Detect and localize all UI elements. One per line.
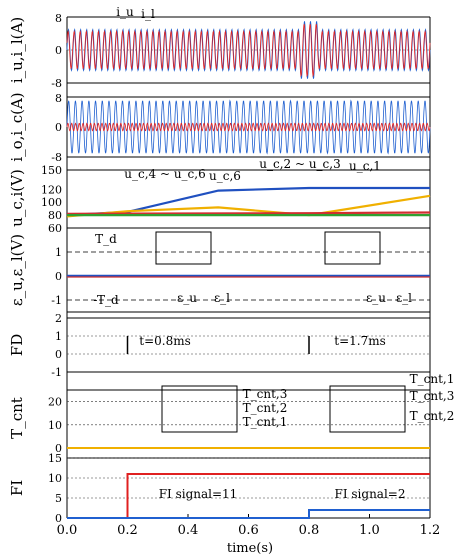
eps-u-annotation: ε_u (366, 291, 386, 305)
y-tick-label: 20 (48, 396, 62, 409)
eps-l-annotation: ε_l (396, 291, 412, 305)
y-axis-label: i_o,i_c(A) (8, 92, 26, 161)
tcnt-annotation: T_cnt,3 (243, 387, 288, 401)
voltage-annotation: u_c,1 (349, 159, 381, 173)
x-tick-label: 0.0 (57, 523, 78, 538)
y-tick-label: -8 (51, 151, 62, 164)
data-traces (66, 21, 431, 519)
y-tick-label: -1 (51, 294, 62, 307)
tcnt-annotation: T_cnt,2 (243, 401, 288, 415)
y-axis-label: FD (8, 334, 26, 356)
series-line (66, 211, 431, 215)
fi-annotation: FI signal=2 (335, 487, 406, 501)
x-tick-label: 0.4 (178, 523, 199, 538)
fd-time-annotation: t=1.7ms (334, 334, 386, 348)
y-tick-label: 15 (48, 452, 62, 465)
x-tick-label: 0.6 (238, 523, 259, 538)
x-axis-label: time(s) (227, 541, 273, 556)
series-line (66, 122, 431, 132)
series-line (67, 509, 430, 519)
inset-box (329, 385, 406, 433)
y-tick-label: -1 (51, 366, 62, 379)
voltage-annotation: u_c,6 (209, 169, 241, 183)
tcnt-annotation: T_cnt,2 (410, 409, 455, 423)
inset-box (161, 385, 238, 433)
y-tick-label: 1 (55, 246, 62, 259)
y-tick-label: 0 (55, 348, 62, 361)
y-tick-label: 2 (55, 312, 62, 325)
eps-u-annotation: ε_u (177, 291, 197, 305)
y-tick-label: 120 (41, 183, 62, 196)
y-tick-label: 60 (48, 222, 62, 235)
y-axis-label: FI (8, 480, 26, 496)
tcnt-annotation: T_cnt,1 (410, 372, 455, 386)
y-tick-label: 100 (41, 196, 62, 209)
y-axis-label: ε_u,ε_l(V) (8, 234, 26, 306)
y-tick-label: 0 (55, 44, 62, 57)
y-axis-label: u_c,i(V) (8, 169, 26, 227)
y-tick-label: 10 (48, 419, 62, 432)
y-axis-label: i_u,i_l(A) (8, 17, 26, 83)
td-annotation: T_d (95, 232, 117, 246)
neg-td-annotation: -T_d (93, 293, 119, 307)
panel-frames (66, 16, 431, 519)
y-tick-label: 0 (55, 121, 62, 134)
y-tick-label: 0 (55, 442, 62, 455)
y-tick-label: 0 (55, 512, 62, 525)
iu-annotation: i_u (116, 5, 134, 19)
y-tick-label: 1 (55, 330, 62, 343)
fi-annotation: FI signal=11 (159, 487, 238, 501)
series-line (66, 23, 431, 78)
fd-time-annotation: t=0.8ms (139, 334, 191, 348)
y-tick-label: 8 (55, 12, 62, 25)
tcnt-annotation: T_cnt,3 (410, 389, 455, 403)
y-tick-label: 150 (41, 164, 62, 177)
y-axis-label: T_cnt (8, 397, 26, 439)
inset-box (155, 231, 212, 265)
y-tick-label: 0 (55, 270, 62, 283)
voltage-annotation: u_c,4 ~ u_c,6 (124, 167, 205, 181)
axis-labels: i_u,i_l(A) i_o,i_c(A) u_c,i(V) ε_u,ε_l(V) FD… (8, 5, 454, 556)
y-tick-label: 80 (48, 209, 62, 222)
il-annotation: i_l (141, 7, 155, 21)
y-tick-label: 8 (55, 92, 62, 105)
y-tick-label: 5 (55, 492, 62, 505)
voltage-annotation: u_c,2 ~ u_c,3 (259, 157, 340, 171)
eps-l-annotation: ε_l (214, 291, 230, 305)
x-tick-label: 1.2 (420, 523, 441, 538)
x-tick-label: 1.0 (359, 523, 380, 538)
y-tick-label: 10 (48, 472, 62, 485)
inset-box (324, 231, 381, 265)
x-tick-label: 0.2 (117, 523, 138, 538)
y-tick-label: -8 (51, 77, 62, 90)
tcnt-annotation: T_cnt,1 (243, 415, 288, 429)
x-tick-label: 0.8 (299, 523, 320, 538)
